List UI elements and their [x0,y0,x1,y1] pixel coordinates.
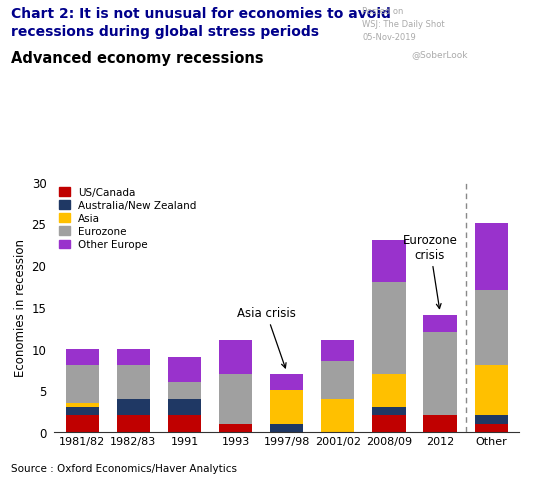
Bar [372,415,406,432]
Text: Source : Oxford Economics/Haver Analytics: Source : Oxford Economics/Haver Analytic… [11,463,237,473]
Bar [372,282,406,374]
Bar [65,349,99,365]
Text: Eurozone
crisis: Eurozone crisis [403,233,457,309]
Bar [424,332,457,415]
Bar [219,340,252,374]
Bar [168,399,201,415]
Bar [270,374,304,390]
Bar [168,357,201,382]
Bar [321,340,354,361]
Bar [474,365,508,415]
Bar [270,424,304,432]
Bar [372,240,406,282]
Bar [117,415,150,432]
Text: 05-Nov-2019: 05-Nov-2019 [362,33,416,42]
Bar [65,365,99,403]
Bar [168,415,201,432]
Bar [270,390,304,424]
Text: Posted on: Posted on [362,7,404,16]
Bar [65,403,99,407]
Bar [117,349,150,365]
Text: Advanced economy recessions: Advanced economy recessions [11,50,263,65]
Bar [168,382,201,399]
Bar [65,407,99,415]
Text: WSJ: The Daily Shot: WSJ: The Daily Shot [362,20,445,29]
Bar [219,424,252,432]
Text: Asia crisis: Asia crisis [237,307,296,368]
Legend: US/Canada, Australia/New Zealand, Asia, Eurozone, Other Europe: US/Canada, Australia/New Zealand, Asia, … [60,188,196,250]
Bar [474,415,508,424]
Bar [321,399,354,432]
Bar [117,365,150,399]
Bar [219,374,252,424]
Bar [65,415,99,432]
Bar [424,415,457,432]
Bar [372,374,406,407]
Y-axis label: Economies in recession: Economies in recession [15,239,28,376]
Bar [474,290,508,365]
Bar [372,407,406,415]
Bar [474,424,508,432]
Bar [424,315,457,332]
Text: recessions during global stress periods: recessions during global stress periods [11,25,319,39]
Text: @SoberLook: @SoberLook [411,50,467,60]
Text: Chart 2: It is not unusual for economies to avoid: Chart 2: It is not unusual for economies… [11,7,391,21]
Bar [321,361,354,399]
Bar [474,224,508,290]
Bar [117,399,150,415]
